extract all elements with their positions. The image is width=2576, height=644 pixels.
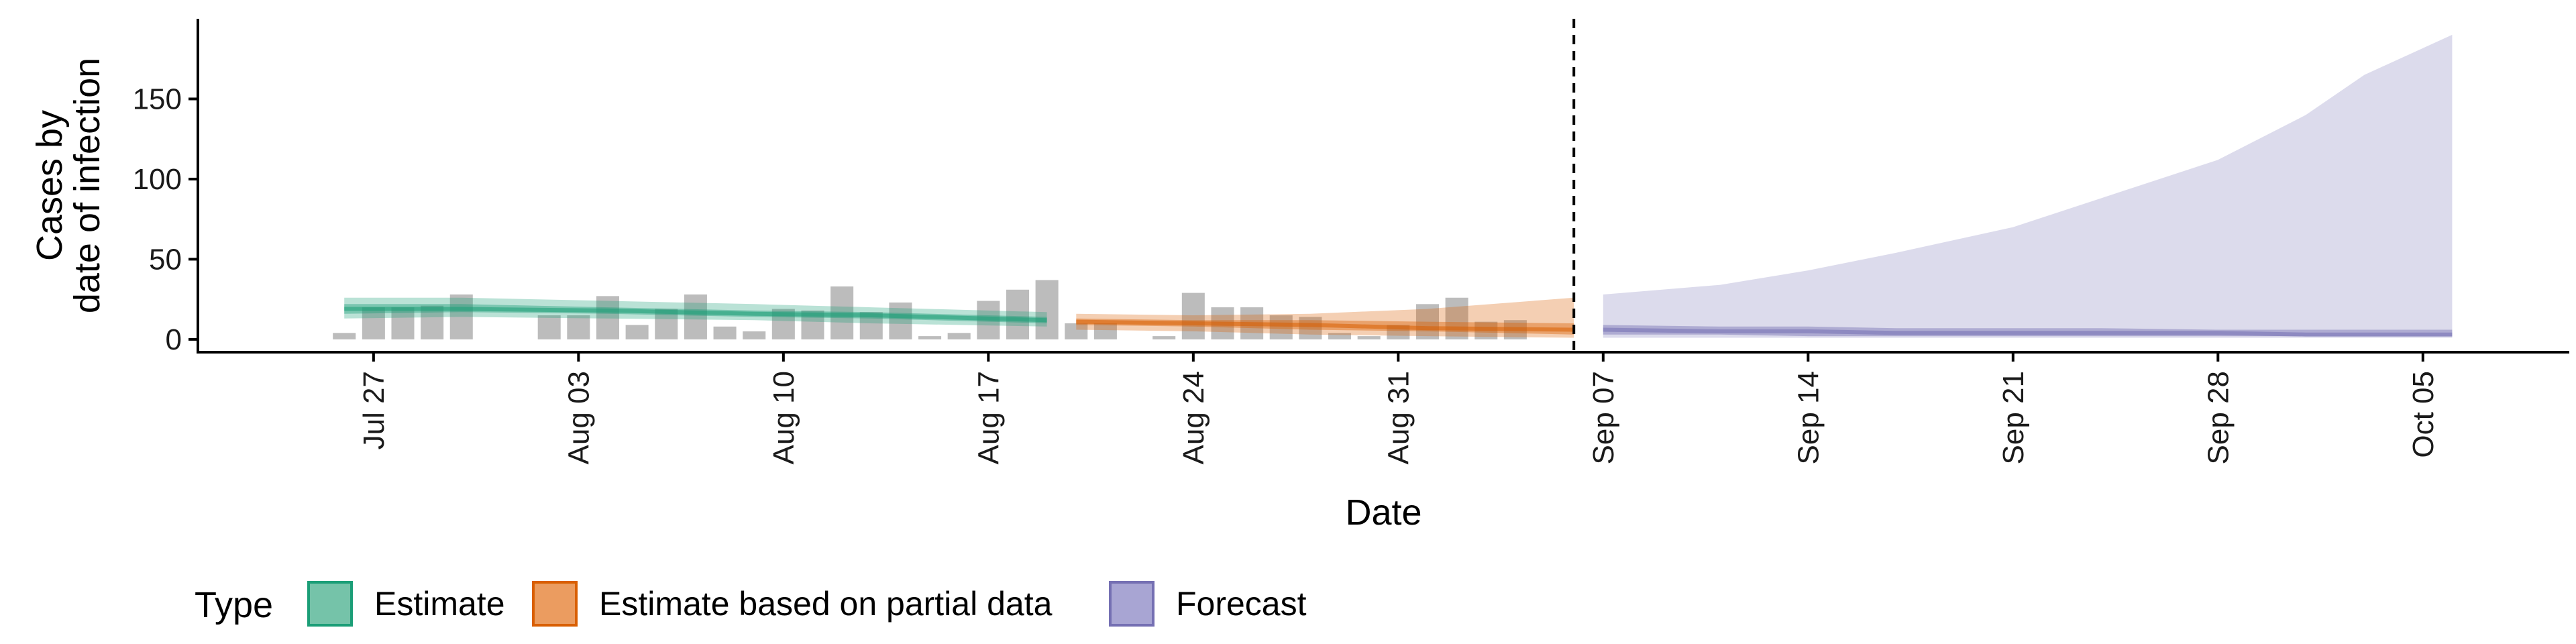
observed-case-bar <box>421 305 444 339</box>
observed-case-bar <box>947 333 971 339</box>
estimate-based-on-partial-data-median-line <box>1076 319 1574 332</box>
observed-case-bar <box>362 307 385 339</box>
legend: Type Estimate Estimate based on partial d… <box>195 581 1307 627</box>
observed-case-bar <box>625 325 649 339</box>
observed-case-bar <box>1357 336 1381 339</box>
forecast-band-90 <box>1603 34 2453 338</box>
legend-key-forecast <box>1109 581 1155 627</box>
x-tick-label: Aug 03 <box>562 371 595 464</box>
y-tick-label: 0 <box>166 323 182 356</box>
y-axis-title-line-2: date of infection <box>67 58 107 313</box>
y-tick-label: 100 <box>133 163 182 196</box>
estimate-bands <box>344 34 2453 338</box>
observed-case-bar <box>684 294 707 339</box>
estimate-median-line <box>344 307 1047 323</box>
observed-case-bar <box>1093 323 1117 339</box>
observed-case-bar <box>1152 336 1176 339</box>
observed-case-bar <box>713 326 737 339</box>
observed-case-bar <box>567 315 590 339</box>
observed-case-bar <box>1035 280 1059 339</box>
legend-title: Type <box>195 585 273 625</box>
x-tick-label: Sep 07 <box>1587 371 1620 464</box>
y-tick-label: 50 <box>149 243 182 276</box>
observed-case-bar <box>537 315 561 339</box>
observed-case-bar <box>1299 317 1322 339</box>
x-tick-label: Sep 28 <box>2202 371 2235 464</box>
legend-key-estimate-based-on-partial-data <box>532 581 578 627</box>
legend-label-estimate-based-on-partial-data: Estimate based on partial data <box>599 585 1053 623</box>
x-tick-label: Aug 17 <box>972 371 1005 464</box>
observed-cases-bars <box>333 280 1527 339</box>
x-tick-label: Aug 31 <box>1382 371 1415 464</box>
observed-case-bar <box>1445 297 1468 339</box>
observed-case-bar <box>1065 323 1088 339</box>
observed-case-bar <box>743 331 766 339</box>
observed-case-bar <box>1006 289 1029 339</box>
observed-case-bar <box>449 294 473 339</box>
legend-label-forecast: Forecast <box>1176 585 1307 623</box>
y-tick-label: 150 <box>133 83 182 115</box>
observed-case-bar <box>596 296 620 339</box>
forecast-median-line <box>1603 327 2453 337</box>
observed-case-bar <box>391 307 415 339</box>
x-tick-label: Aug 24 <box>1177 371 1210 464</box>
x-tick-label: Sep 14 <box>1792 371 1825 464</box>
observed-case-bar <box>918 336 942 339</box>
observed-case-bar <box>333 333 356 339</box>
observed-case-bar <box>1328 333 1352 339</box>
x-tick-label: Aug 10 <box>767 371 800 464</box>
observed-case-bar <box>1269 315 1293 339</box>
x-axis-ticks: Jul 27 Aug 03 Aug 10 Aug 17 Aug 24 Aug 31 Sep … <box>358 352 2440 464</box>
y-axis-title-line-1: Cases by <box>30 110 70 261</box>
x-axis-title: Date <box>1345 492 1421 533</box>
x-tick-label: Oct 05 <box>2407 371 2440 458</box>
x-tick-label: Sep 21 <box>1997 371 2030 464</box>
legend-key-estimate <box>307 581 353 627</box>
observed-case-bar <box>1181 292 1205 339</box>
y-axis-ticks: 0 50 100 150 <box>133 83 198 356</box>
observed-case-bar <box>889 302 912 339</box>
legend-label-estimate: Estimate <box>374 585 505 623</box>
observed-case-bar <box>1415 304 1439 339</box>
x-tick-label: Jul 27 <box>358 371 390 449</box>
